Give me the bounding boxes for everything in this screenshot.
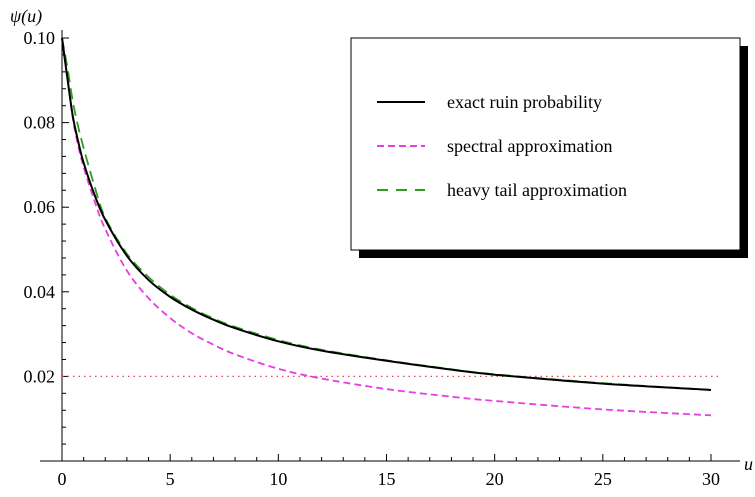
y-tick-label: 0.02 [24, 366, 56, 386]
x-tick-label: 5 [166, 469, 175, 489]
x-tick-label: 15 [378, 469, 396, 489]
series-line-heavy-tail-approximation [61, 37, 712, 391]
y-tick-label: 0.04 [24, 282, 56, 302]
x-tick-label: 25 [594, 469, 612, 489]
x-ticks: 0 5 10 15 20 25 30 [58, 454, 720, 489]
x-axis-label: u [744, 454, 753, 474]
x-tick-label: 20 [486, 469, 504, 489]
x-tick-label: 0 [58, 469, 67, 489]
series-layer [61, 37, 712, 417]
y-axis-label: ψ(u) [10, 6, 42, 27]
series-line-exact-ruin-probability [61, 37, 712, 391]
legend-label: exact ruin probability [447, 92, 602, 112]
x-tick-label: 10 [269, 469, 287, 489]
legend: exact ruin probability spectral approxima… [350, 37, 748, 258]
legend-label: heavy tail approximation [447, 180, 627, 200]
y-tick-label: 0.10 [24, 28, 56, 48]
legend-label: spectral approximation [447, 136, 612, 156]
series-line-spectral-approximation [61, 37, 712, 417]
legend-items: exact ruin probability spectral approxima… [377, 92, 627, 200]
legend-box [350, 37, 741, 251]
axes: 0 5 10 15 20 25 30 0.02 0.04 0.06 0.08 0.10 ψ(u) u [10, 6, 753, 489]
y-tick-label: 0.06 [24, 197, 56, 217]
x-tick-label: 30 [702, 469, 720, 489]
y-tick-label: 0.08 [24, 113, 56, 133]
y-ticks: 0.02 0.04 0.06 0.08 0.10 [24, 28, 69, 462]
